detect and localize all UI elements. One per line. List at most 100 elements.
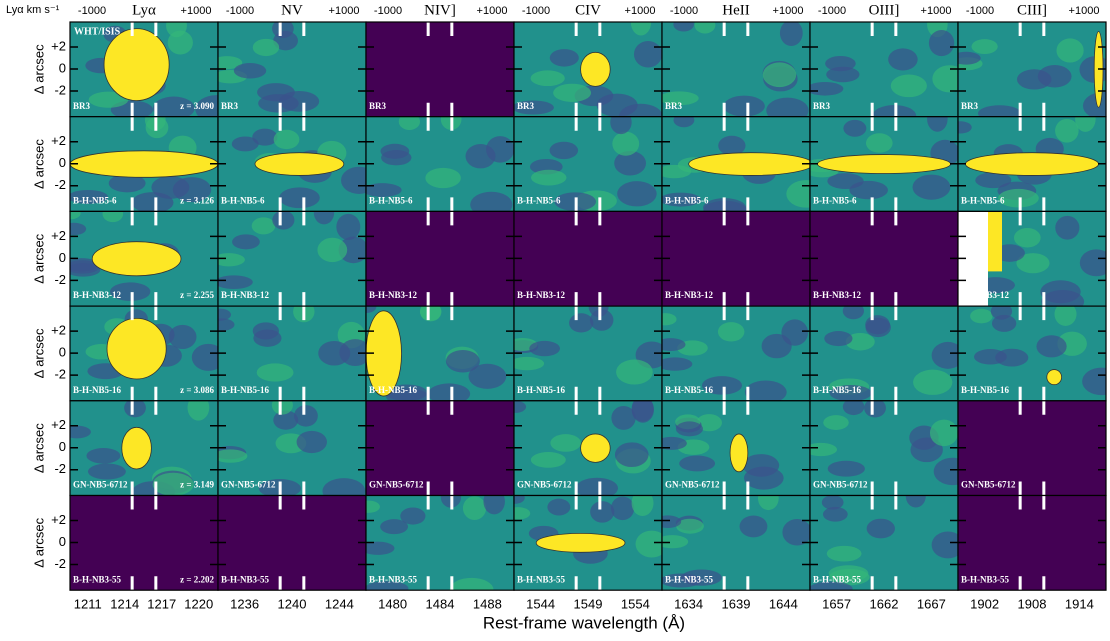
noise	[70, 260, 100, 274]
noise	[679, 455, 716, 472]
noise	[419, 306, 442, 321]
object-label: B-H-NB5-6	[221, 195, 265, 205]
velocity-label: Lyα km s⁻¹	[6, 4, 60, 16]
noise	[864, 400, 886, 418]
object-label: GN-NB5-6712	[961, 480, 1016, 490]
panel	[810, 211, 958, 307]
object-label: B-H-NB5-16	[665, 385, 713, 395]
noise	[427, 383, 471, 401]
noise	[662, 192, 701, 207]
emission	[535, 532, 626, 553]
panel	[958, 211, 1106, 307]
y-axis-label: Δ arcsec	[31, 517, 46, 567]
noise	[449, 577, 494, 591]
noise	[977, 105, 1022, 117]
noise	[218, 308, 231, 321]
noise	[842, 306, 864, 320]
noise	[445, 350, 480, 373]
noise	[1036, 335, 1067, 358]
noise	[673, 116, 695, 128]
velocity-tick: +1000	[773, 5, 804, 17]
noise	[550, 434, 582, 452]
panel	[70, 211, 218, 307]
noise	[696, 414, 722, 432]
panel	[810, 306, 958, 401]
velocity-tick: -1000	[818, 5, 846, 17]
noise	[630, 22, 652, 36]
noise	[1016, 253, 1050, 274]
noise	[673, 22, 694, 32]
panel-bg	[514, 211, 662, 307]
noise	[380, 519, 409, 535]
noise	[549, 49, 579, 67]
y-tick-label: -2	[54, 82, 66, 97]
object-label: B-H-NB5-16	[369, 385, 417, 395]
noise	[958, 51, 981, 65]
noise	[590, 501, 615, 523]
noise	[1079, 249, 1106, 277]
noise	[662, 338, 686, 352]
noise	[617, 181, 657, 207]
panel	[514, 22, 662, 117]
wavelength-tick: 1240	[278, 596, 307, 611]
noise	[829, 384, 872, 401]
noise	[231, 136, 259, 152]
panel	[366, 211, 514, 307]
object-label: B-H-NB3-12	[813, 290, 861, 300]
panel	[810, 400, 958, 496]
panel	[958, 400, 1106, 496]
object-label: BR3	[73, 101, 91, 111]
panel	[366, 495, 514, 591]
panel	[958, 306, 1106, 401]
noise	[662, 436, 687, 450]
y-tick-label: 0	[59, 250, 66, 265]
noise	[252, 38, 280, 57]
panel	[810, 495, 958, 591]
noise	[827, 173, 864, 190]
y-tick-label: +2	[51, 133, 66, 148]
noise	[717, 322, 745, 342]
redshift-label: z = 3.090	[180, 101, 214, 111]
velocity-tick: +1000	[1069, 5, 1100, 17]
panel	[514, 400, 662, 496]
noise	[612, 131, 640, 156]
panel	[662, 400, 810, 496]
object-label: B-H-NB5-16	[961, 385, 1009, 395]
emission	[688, 152, 810, 176]
noise	[294, 405, 318, 427]
noise	[338, 236, 366, 264]
noise	[810, 81, 844, 96]
noise	[821, 495, 844, 510]
line-title: OIII]	[869, 2, 900, 18]
y-tick-label: +2	[51, 323, 66, 338]
panel-frame	[957, 494, 1107, 591]
object-label: B-H-NB5-6	[73, 195, 117, 205]
object-label: B-H-NB3-12	[517, 290, 565, 300]
object-label: GN-NB5-6712	[517, 480, 572, 490]
velocity-tick: -1000	[966, 5, 994, 17]
noise	[786, 180, 810, 208]
noise	[913, 369, 953, 395]
object-label: BR3	[961, 101, 979, 111]
panel-bg	[366, 211, 514, 307]
noise	[251, 217, 276, 235]
emission	[366, 310, 402, 397]
y-tick-label: 0	[59, 155, 66, 170]
noise	[843, 119, 867, 137]
y-axis-label: Δ arcsec	[31, 328, 46, 378]
noise	[810, 442, 838, 457]
y-tick-label: +2	[51, 38, 66, 53]
panel	[366, 400, 514, 496]
noise	[744, 380, 787, 401]
noise	[662, 515, 682, 529]
noise	[610, 116, 632, 135]
noise	[529, 340, 560, 357]
noise	[102, 211, 124, 223]
y-tick-label: -2	[54, 177, 66, 192]
noise	[218, 253, 245, 267]
wavelength-tick: 1244	[325, 596, 354, 611]
noise	[744, 466, 784, 490]
noise	[990, 306, 1013, 320]
